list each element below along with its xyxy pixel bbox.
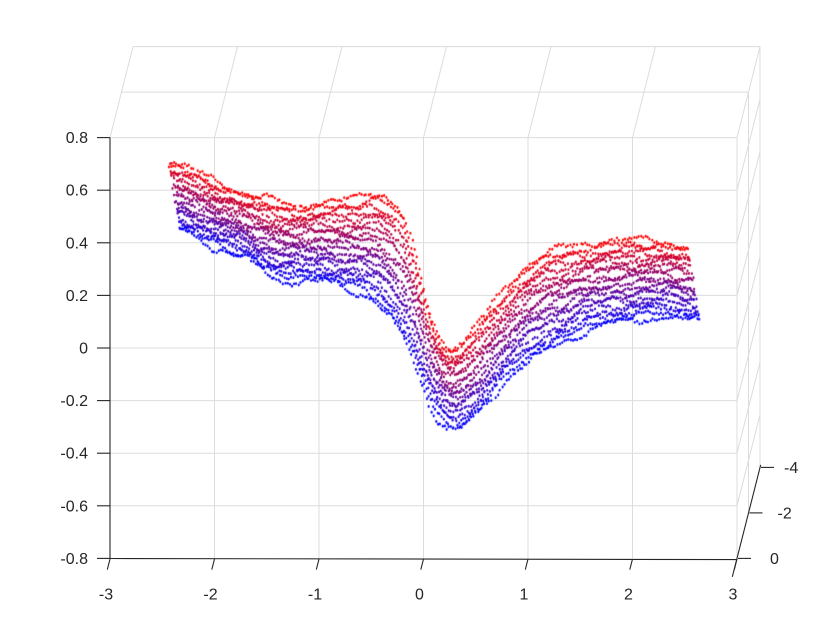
point-cloud-canvas xyxy=(0,0,840,630)
figure: 0.80.60.40.20-0.2-0.4-0.6-0.8-3-2-101230… xyxy=(0,0,840,630)
